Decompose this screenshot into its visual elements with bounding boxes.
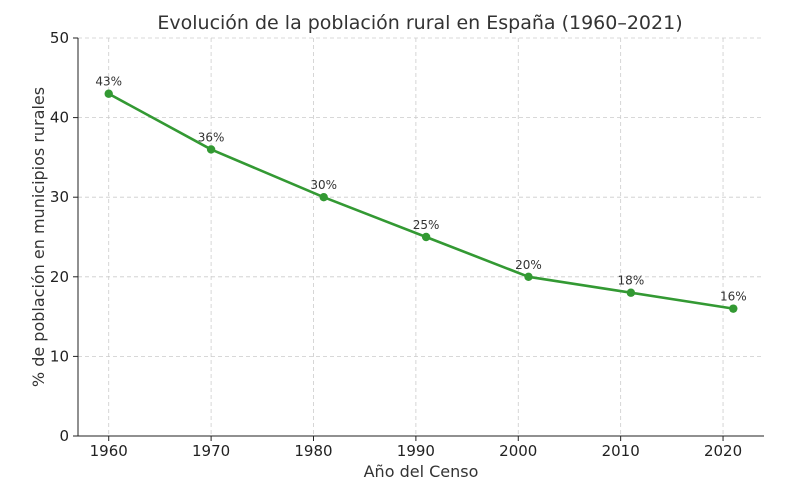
data-point [421, 232, 431, 242]
chart-title: Evolución de la población rural en Españ… [157, 12, 682, 34]
x-ticks: 1960 1970 1980 1990 2000 2010 2020 [90, 436, 742, 460]
x-axis-label: Año del Censo [364, 462, 479, 481]
data-label: 20% [515, 258, 542, 272]
grid [78, 37, 764, 436]
data-points [104, 89, 738, 313]
y-tick-label: 30 [50, 188, 69, 206]
y-tick-label: 10 [50, 347, 69, 365]
y-tick-label: 40 [50, 109, 69, 127]
data-point [729, 304, 738, 313]
x-tick-label: 2010 [602, 442, 640, 460]
data-label: 30% [310, 178, 337, 192]
x-tick-label: 1960 [90, 442, 128, 460]
data-point [626, 288, 636, 297]
data-point [104, 89, 113, 98]
data-labels: 43% 36% 30% 25% 20% 18% 16% [95, 75, 746, 304]
data-point [319, 193, 328, 202]
y-ticks: 0 10 20 30 40 50 [50, 29, 78, 445]
data-label: 43% [95, 75, 122, 89]
data-point [524, 272, 533, 281]
y-tick-label: 0 [59, 427, 69, 445]
data-label: 36% [198, 130, 225, 144]
data-label: 25% [413, 218, 440, 232]
data-label: 16% [720, 290, 747, 304]
data-point [206, 145, 216, 154]
axes [77, 38, 764, 437]
y-axis-label: % de población en municipios rurales [29, 87, 48, 387]
x-tick-label: 1970 [192, 442, 230, 460]
y-tick-label: 50 [50, 29, 69, 47]
y-tick-label: 20 [50, 268, 69, 286]
data-label: 18% [618, 274, 645, 288]
x-tick-label: 1990 [397, 442, 435, 460]
x-tick-label: 2000 [499, 442, 537, 460]
x-tick-label: 1980 [294, 442, 332, 460]
x-tick-label: 2020 [704, 442, 742, 460]
